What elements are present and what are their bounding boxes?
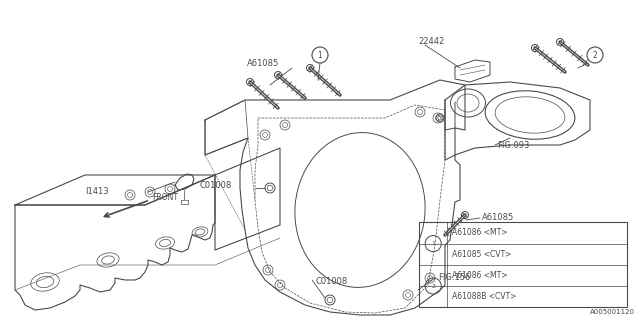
- Text: FIG.093: FIG.093: [497, 140, 529, 149]
- Text: FIG.156: FIG.156: [438, 274, 470, 283]
- Text: C01008: C01008: [200, 180, 232, 189]
- Text: A005001120: A005001120: [590, 309, 635, 315]
- Text: 1: 1: [317, 51, 323, 60]
- Text: 2: 2: [593, 51, 597, 60]
- Text: A61085: A61085: [482, 213, 515, 222]
- Text: A61088B <CVT>: A61088B <CVT>: [452, 292, 516, 301]
- Bar: [419, 222, 627, 307]
- Text: C01008: C01008: [315, 277, 348, 286]
- Text: A61086 <MT>: A61086 <MT>: [452, 271, 508, 280]
- Text: 1: 1: [431, 241, 435, 246]
- Text: FRONT: FRONT: [152, 193, 178, 202]
- Text: A61085: A61085: [247, 59, 279, 68]
- Text: 2: 2: [431, 284, 435, 289]
- Text: A61086 <MT>: A61086 <MT>: [452, 228, 508, 237]
- Text: I1413: I1413: [85, 188, 109, 196]
- Text: A61085 <CVT>: A61085 <CVT>: [452, 250, 511, 259]
- Text: 22442: 22442: [418, 37, 444, 46]
